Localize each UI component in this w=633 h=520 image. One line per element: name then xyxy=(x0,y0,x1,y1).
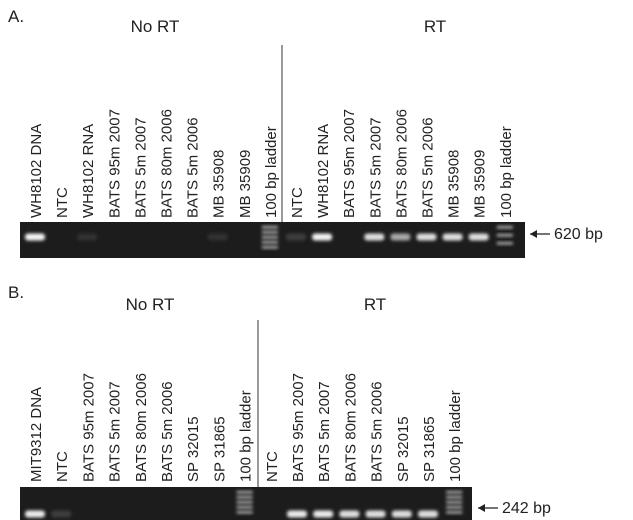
lane-label: 100 bp ladder xyxy=(263,126,280,218)
lane-label: SP 31865 xyxy=(421,416,438,482)
lane-label: MB 35909 xyxy=(472,150,489,218)
ladder-band xyxy=(262,241,278,244)
band xyxy=(366,511,386,518)
lane-label: WH8102 DNA xyxy=(28,124,45,218)
group-title: No RT xyxy=(131,17,180,36)
ladder-band xyxy=(262,246,278,249)
band xyxy=(25,511,45,518)
band xyxy=(392,511,412,518)
lane-label: BATS 5m 2007 xyxy=(107,381,124,482)
band xyxy=(25,234,45,241)
lane-label: BATS 5m 2007 xyxy=(316,381,333,482)
panel-label: A. xyxy=(8,7,24,26)
ladder-band xyxy=(262,226,278,229)
lane-label: BATS 95m 2007 xyxy=(341,109,358,218)
lane-label: BATS 5m 2006 xyxy=(185,117,202,218)
ladder-band xyxy=(446,491,462,494)
group-title: RT xyxy=(364,295,386,314)
lane-label: BATS 95m 2007 xyxy=(106,109,123,218)
ladder-band xyxy=(262,231,278,234)
ladder-band xyxy=(262,236,278,239)
ladder-band xyxy=(497,234,513,237)
ladder-band xyxy=(446,496,462,499)
lane-label: WH8102 RNA xyxy=(315,124,332,218)
lane-label: MIT9312 DNA xyxy=(28,387,45,482)
band xyxy=(418,511,438,518)
lane-label: BATS 80m 2006 xyxy=(393,109,410,218)
lane-label: 100 bp ladder xyxy=(238,390,255,482)
ladder-band xyxy=(237,511,253,514)
group-title: RT xyxy=(424,17,446,36)
lane-label: MB 35909 xyxy=(237,150,254,218)
band xyxy=(364,234,384,241)
lane-label: SP 31865 xyxy=(211,416,228,482)
lane-label: MB 35908 xyxy=(446,150,463,218)
lane-label: BATS 80m 2006 xyxy=(133,373,150,482)
band xyxy=(287,511,307,518)
band xyxy=(390,234,410,241)
band xyxy=(312,234,332,241)
group-title: No RT xyxy=(126,295,175,314)
panel-label: B. xyxy=(8,283,24,302)
lane-label: 100 bp ladder xyxy=(498,126,515,218)
lane-label: BATS 80m 2006 xyxy=(159,109,176,218)
band xyxy=(208,234,228,241)
band xyxy=(339,511,359,518)
lane-label: BATS 5m 2007 xyxy=(132,117,149,218)
band xyxy=(77,234,97,241)
arrow-head xyxy=(530,230,537,238)
ladder-band xyxy=(446,506,462,509)
band xyxy=(286,234,306,241)
lane-label: 100 bp ladder xyxy=(447,390,464,482)
lane-label: BATS 95m 2007 xyxy=(80,373,97,482)
lane-label: NTC xyxy=(54,451,71,482)
lane-label: WH8102 RNA xyxy=(80,124,97,218)
lane-label: SP 32015 xyxy=(395,416,412,482)
lane-label: BATS 5m 2006 xyxy=(159,381,176,482)
ladder-band xyxy=(237,501,253,504)
ladder-band xyxy=(497,226,513,229)
lane-label: SP 32015 xyxy=(185,416,202,482)
lane-label: NTC xyxy=(54,187,71,218)
band xyxy=(443,234,463,241)
lane-label: BATS 95m 2007 xyxy=(290,373,307,482)
lane-label: NTC xyxy=(264,451,281,482)
ladder-band xyxy=(446,511,462,514)
lane-label: BATS 5m 2007 xyxy=(367,117,384,218)
band xyxy=(51,511,71,518)
band xyxy=(417,234,437,241)
ladder-band xyxy=(237,506,253,509)
figure: A. No RT RT WH8102 DNA NTC WH8102 RNA BATS 95m… xyxy=(0,0,633,520)
arrow-head xyxy=(478,504,485,512)
lane-label: NTC xyxy=(289,187,306,218)
band xyxy=(313,511,333,518)
ladder-band xyxy=(497,242,513,245)
size-marker: 242 bp xyxy=(502,500,551,517)
ladder-band xyxy=(237,496,253,499)
lane-label: BATS 5m 2006 xyxy=(420,117,437,218)
size-marker: 620 bp xyxy=(554,226,603,243)
ladder-band xyxy=(237,491,253,494)
lane-label: BATS 80m 2006 xyxy=(342,373,359,482)
band xyxy=(469,234,489,241)
ladder-band xyxy=(446,501,462,504)
lane-label: BATS 5m 2006 xyxy=(369,381,386,482)
lane-label: MB 35908 xyxy=(211,150,228,218)
